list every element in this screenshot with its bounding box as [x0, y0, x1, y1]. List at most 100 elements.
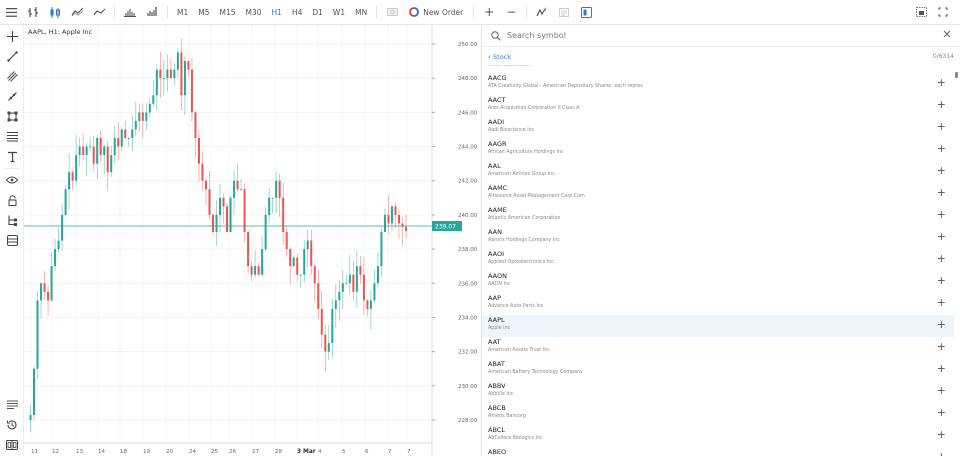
area-chart-type-button[interactable] — [66, 0, 88, 25]
add-symbol-button[interactable]: + — [936, 362, 946, 375]
candlestick-chart[interactable]: 250.00 248.00 246.00 244.00 242.00 240.00 238.… — [24, 25, 480, 456]
price-axis[interactable]: 250.00 248.00 246.00 244.00 242.00 240.00 238.… — [432, 42, 478, 424]
symbol-list-item[interactable]: AAOI Applied Optoelectronics Inc + — [482, 249, 954, 271]
symbol-panel: ‹ Stock 0/6314 Acme Corporation AACG ATA … — [481, 25, 960, 456]
zoom-in-button[interactable]: + — [478, 0, 500, 25]
panel-toggle-icon — [580, 6, 592, 18]
time-axis[interactable]: 11 12 13 14 18 19 20 24 25 26 27 28 3 Mar 4 5 6 7 7 — [31, 449, 411, 455]
svg-text:25: 25 — [211, 449, 218, 455]
symbol-search-input[interactable] — [507, 31, 927, 40]
timeframe-d1[interactable]: D1 — [312, 7, 323, 17]
crosshair-tool[interactable] — [0, 27, 24, 45]
symbol-panel-toggle-button[interactable] — [575, 0, 597, 25]
parallel-channel-tool[interactable] — [0, 67, 24, 85]
ray-tool[interactable] — [0, 87, 24, 105]
history-button[interactable] — [0, 416, 24, 434]
add-symbol-button[interactable]: + — [936, 406, 946, 419]
add-symbol-button[interactable]: + — [936, 384, 946, 397]
timeframe-mn[interactable]: MN — [355, 7, 368, 17]
symbol-list-item[interactable]: AAME Atlantic American Corporation + — [482, 205, 954, 227]
symbol-list-item[interactable]: AACT Ares Acquisition Corporation II Clas… — [482, 95, 954, 117]
add-symbol-button[interactable]: + — [936, 296, 946, 309]
data-window-button[interactable] — [0, 231, 24, 249]
symbol-list-item[interactable]: ABCL AbCellera Biologics Inc + — [482, 425, 954, 447]
add-symbol-button[interactable]: + — [936, 340, 946, 353]
symbol-list-item[interactable]: AAL American Airlines Group Inc + — [482, 161, 954, 183]
symbol-list-scrollbar[interactable] — [954, 67, 959, 456]
add-symbol-button[interactable]: + — [936, 208, 946, 221]
timeframe-m15[interactable]: M15 — [219, 7, 236, 17]
fullscreen-button[interactable] — [932, 0, 954, 25]
fibonacci-tool[interactable] — [0, 127, 24, 145]
symbol-list-item[interactable]: AADI Aadi Bioscience Inc + — [482, 117, 954, 139]
add-symbol-button[interactable]: + — [936, 318, 946, 331]
symbol-list-item[interactable]: AACG ATA Creativity Global - American Dep… — [482, 73, 954, 95]
menu-button[interactable] — [0, 0, 22, 25]
object-tree-button[interactable] — [0, 211, 24, 229]
symbol-ticker: AAOI — [488, 250, 504, 258]
template-button[interactable] — [553, 0, 575, 25]
add-symbol-button[interactable]: + — [936, 186, 946, 199]
timeframe-m30[interactable]: M30 — [245, 7, 262, 17]
add-symbol-button[interactable]: + — [937, 451, 946, 456]
trend-line-tool[interactable] — [0, 47, 24, 65]
add-symbol-button[interactable]: + — [936, 98, 946, 111]
symbol-company-name: AbCellera Biologics Inc — [488, 436, 543, 441]
symbol-ticker: AADI — [488, 118, 504, 126]
screenshot-button[interactable] — [910, 0, 932, 25]
timeframe-h4[interactable]: H4 — [291, 7, 303, 17]
screenshot-placeholder-button[interactable] — [381, 0, 403, 25]
close-icon — [943, 30, 951, 38]
svg-text:11: 11 — [31, 449, 38, 455]
lock-toggle[interactable] — [0, 191, 24, 209]
symbol-list-item[interactable]: AAGR African Agriculture Holdings Inc + — [482, 139, 954, 161]
svg-text:f: f — [545, 7, 547, 12]
add-symbol-button[interactable]: + — [936, 428, 946, 441]
symbol-list-item[interactable]: AAN Aarons Holdings Company Inc + — [482, 227, 954, 249]
symbol-list-item[interactable]: ABBV AbbVie Inc + — [482, 381, 954, 403]
symbol-list-item[interactable]: AAMC Altisource Asset Management Corp Com… — [482, 183, 954, 205]
svg-text:24: 24 — [189, 449, 196, 455]
add-symbol-button[interactable]: + — [936, 76, 946, 89]
back-to-stock-button[interactable]: ‹ Stock — [488, 53, 511, 61]
timeframe-m5[interactable]: M5 — [198, 7, 210, 17]
symbol-list-item[interactable]: ABAT American Battery Technology Company + — [482, 359, 954, 381]
symbol-list-item[interactable]: AAON AAON Inc + — [482, 271, 954, 293]
scrollbar-thumb[interactable] — [955, 72, 958, 78]
add-symbol-button[interactable]: + — [936, 142, 946, 155]
text-icon — [7, 151, 17, 162]
new-order-button[interactable]: New Order — [403, 0, 469, 25]
timeframe-w1[interactable]: W1 — [332, 7, 346, 17]
timeframe-h1[interactable]: H1 — [271, 7, 282, 17]
symbol-list-item[interactable]: AAT American Assets Trust Inc + — [482, 337, 954, 359]
symbol-list-item[interactable]: ABCB Ameris Bancorp + — [482, 403, 954, 425]
symbol-list-item[interactable]: AAP Advance Auto Parts Inc + — [482, 293, 954, 315]
symbol-list[interactable]: Acme Corporation AACG ATA Creativity Glob… — [482, 65, 954, 456]
text-tool[interactable] — [0, 147, 24, 165]
symbol-list-item[interactable]: ABEO + — [482, 447, 954, 456]
price-chart[interactable]: 250.00 248.00 246.00 244.00 242.00 240.00 238.… — [24, 25, 480, 456]
order-list-button[interactable] — [0, 396, 24, 414]
add-symbol-button[interactable]: + — [936, 230, 946, 243]
close-panel-button[interactable] — [943, 30, 951, 41]
candle-chart-type-button[interactable] — [44, 0, 66, 25]
add-symbol-button[interactable]: + — [936, 252, 946, 265]
add-symbol-button[interactable]: + — [936, 120, 946, 133]
visibility-toggle[interactable] — [0, 171, 24, 189]
indicators-button[interactable] — [141, 0, 163, 25]
layout-button[interactable] — [0, 436, 24, 454]
symbol-search-bar — [482, 25, 960, 47]
indicator-function-button[interactable]: f — [531, 0, 553, 25]
line-chart-type-button[interactable] — [88, 0, 110, 25]
add-symbol-button[interactable]: + — [936, 164, 946, 177]
timeframe-m1[interactable]: M1 — [177, 7, 189, 17]
add-symbol-button[interactable]: + — [936, 274, 946, 287]
chart-grid — [24, 25, 432, 443]
volume-button[interactable] — [119, 0, 141, 25]
symbol-ticker: AAN — [488, 228, 502, 236]
symbol-list-item[interactable]: AAPL Apple Inc + — [482, 315, 954, 337]
zoom-out-button[interactable]: − — [500, 0, 522, 25]
shape-tool[interactable] — [0, 107, 24, 125]
bar-chart-type-button[interactable] — [22, 0, 44, 25]
svg-text:242.00: 242.00 — [458, 179, 478, 185]
